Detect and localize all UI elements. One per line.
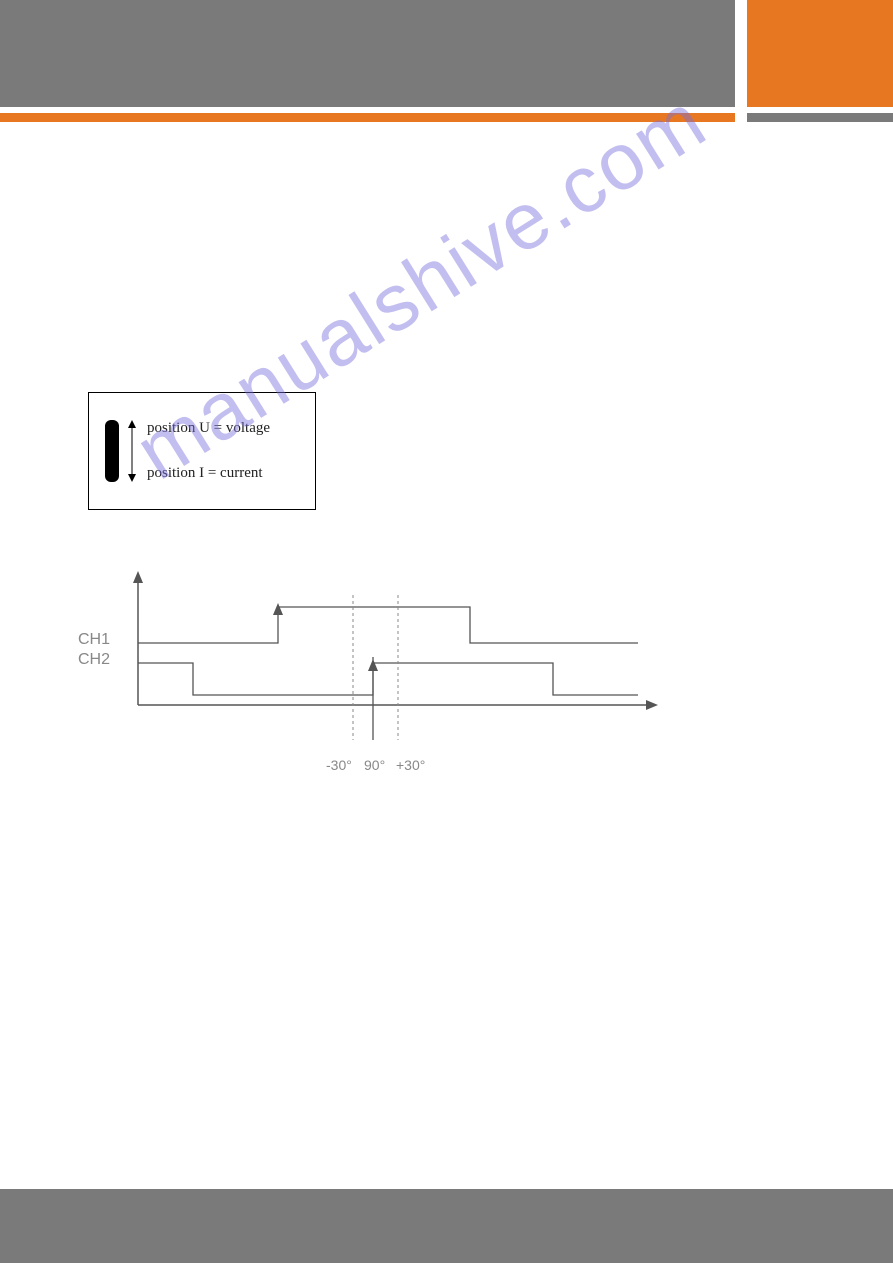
switch-icon	[105, 420, 119, 482]
legend-line1: position U = voltage	[147, 420, 270, 437]
header-gray-bar	[0, 0, 735, 107]
double-arrow-icon	[127, 420, 137, 482]
ch2-label: CH2	[78, 651, 110, 669]
ch1-label: CH1	[78, 631, 110, 649]
legend-line2: position I = current	[147, 465, 270, 482]
timing-diagram: CH1 CH2 -30° 90° +30°	[78, 565, 678, 795]
header-orange-block	[747, 0, 893, 107]
axis-minus30: -30°	[326, 757, 352, 773]
stripe-gray	[747, 113, 893, 122]
stripe-orange	[0, 113, 735, 122]
legend-box: position U = voltage position I = curren…	[88, 392, 316, 510]
axis-90: 90°	[364, 757, 385, 773]
footer-gray-bar	[0, 1189, 893, 1263]
legend-text: position U = voltage position I = curren…	[147, 420, 270, 482]
axis-plus30: +30°	[396, 757, 425, 773]
